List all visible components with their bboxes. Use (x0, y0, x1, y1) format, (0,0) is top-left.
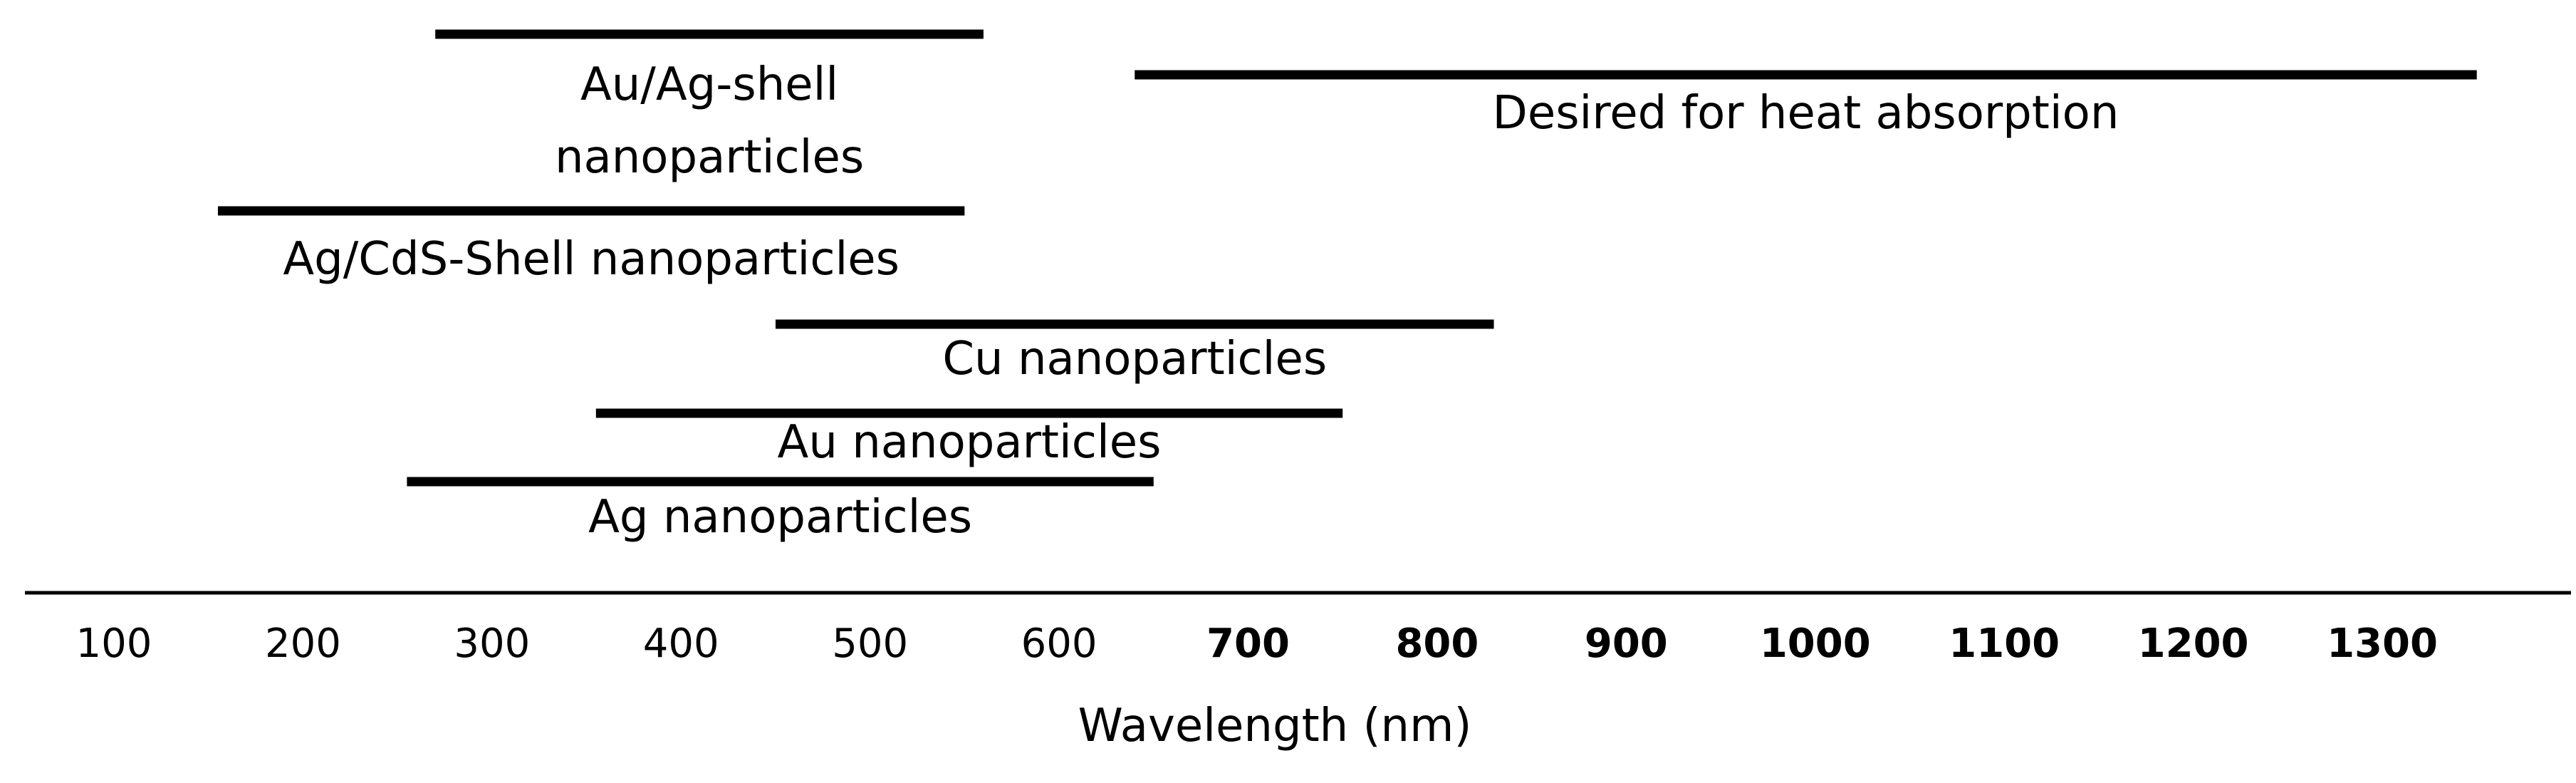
range-label-au-ag-shell-nanoparticles-line-2: nanoparticles (555, 131, 864, 184)
range-label-desired-for-heat-absorption: Desired for heat absorption (1493, 87, 2119, 140)
range-label-ag-nanoparticles: Ag nanoparticles (588, 491, 972, 544)
x-tick-label-1200: 1200 (2138, 621, 2249, 667)
x-tick-label-1300: 1300 (2327, 621, 2438, 667)
x-tick-label-400: 400 (643, 621, 719, 667)
range-label-au-ag-shell-nanoparticles-line-1: Au/Ag-shell (580, 58, 838, 111)
x-axis-title: Wavelength (nm) (1078, 700, 1472, 752)
range-label-ag-cds-shell-nanoparticles: Ag/CdS-Shell nanoparticles (283, 233, 899, 286)
range-label-cu-nanoparticles: Cu nanoparticles (942, 333, 1327, 385)
range-label-au-nanoparticles: Au nanoparticles (778, 416, 1162, 469)
range-bars: Au/Ag-shell nanoparticles Desired for heat… (217, 29, 2477, 544)
x-tick-label-900: 900 (1585, 621, 1668, 667)
x-tick-label-800: 800 (1395, 621, 1479, 667)
x-axis-ticks: 100 200 300 400 500 600 700 800 900 1000 1100 1200 1… (76, 621, 2438, 667)
x-tick-label-100: 100 (76, 621, 152, 667)
x-tick-label-300: 300 (454, 621, 530, 667)
x-tick-label-1100: 1100 (1949, 621, 2060, 667)
x-tick-label-600: 600 (1021, 621, 1097, 667)
x-tick-label-1000: 1000 (1760, 621, 1871, 667)
x-tick-label-700: 700 (1206, 621, 1290, 667)
x-tick-label-200: 200 (265, 621, 341, 667)
x-tick-label-500: 500 (832, 621, 908, 667)
